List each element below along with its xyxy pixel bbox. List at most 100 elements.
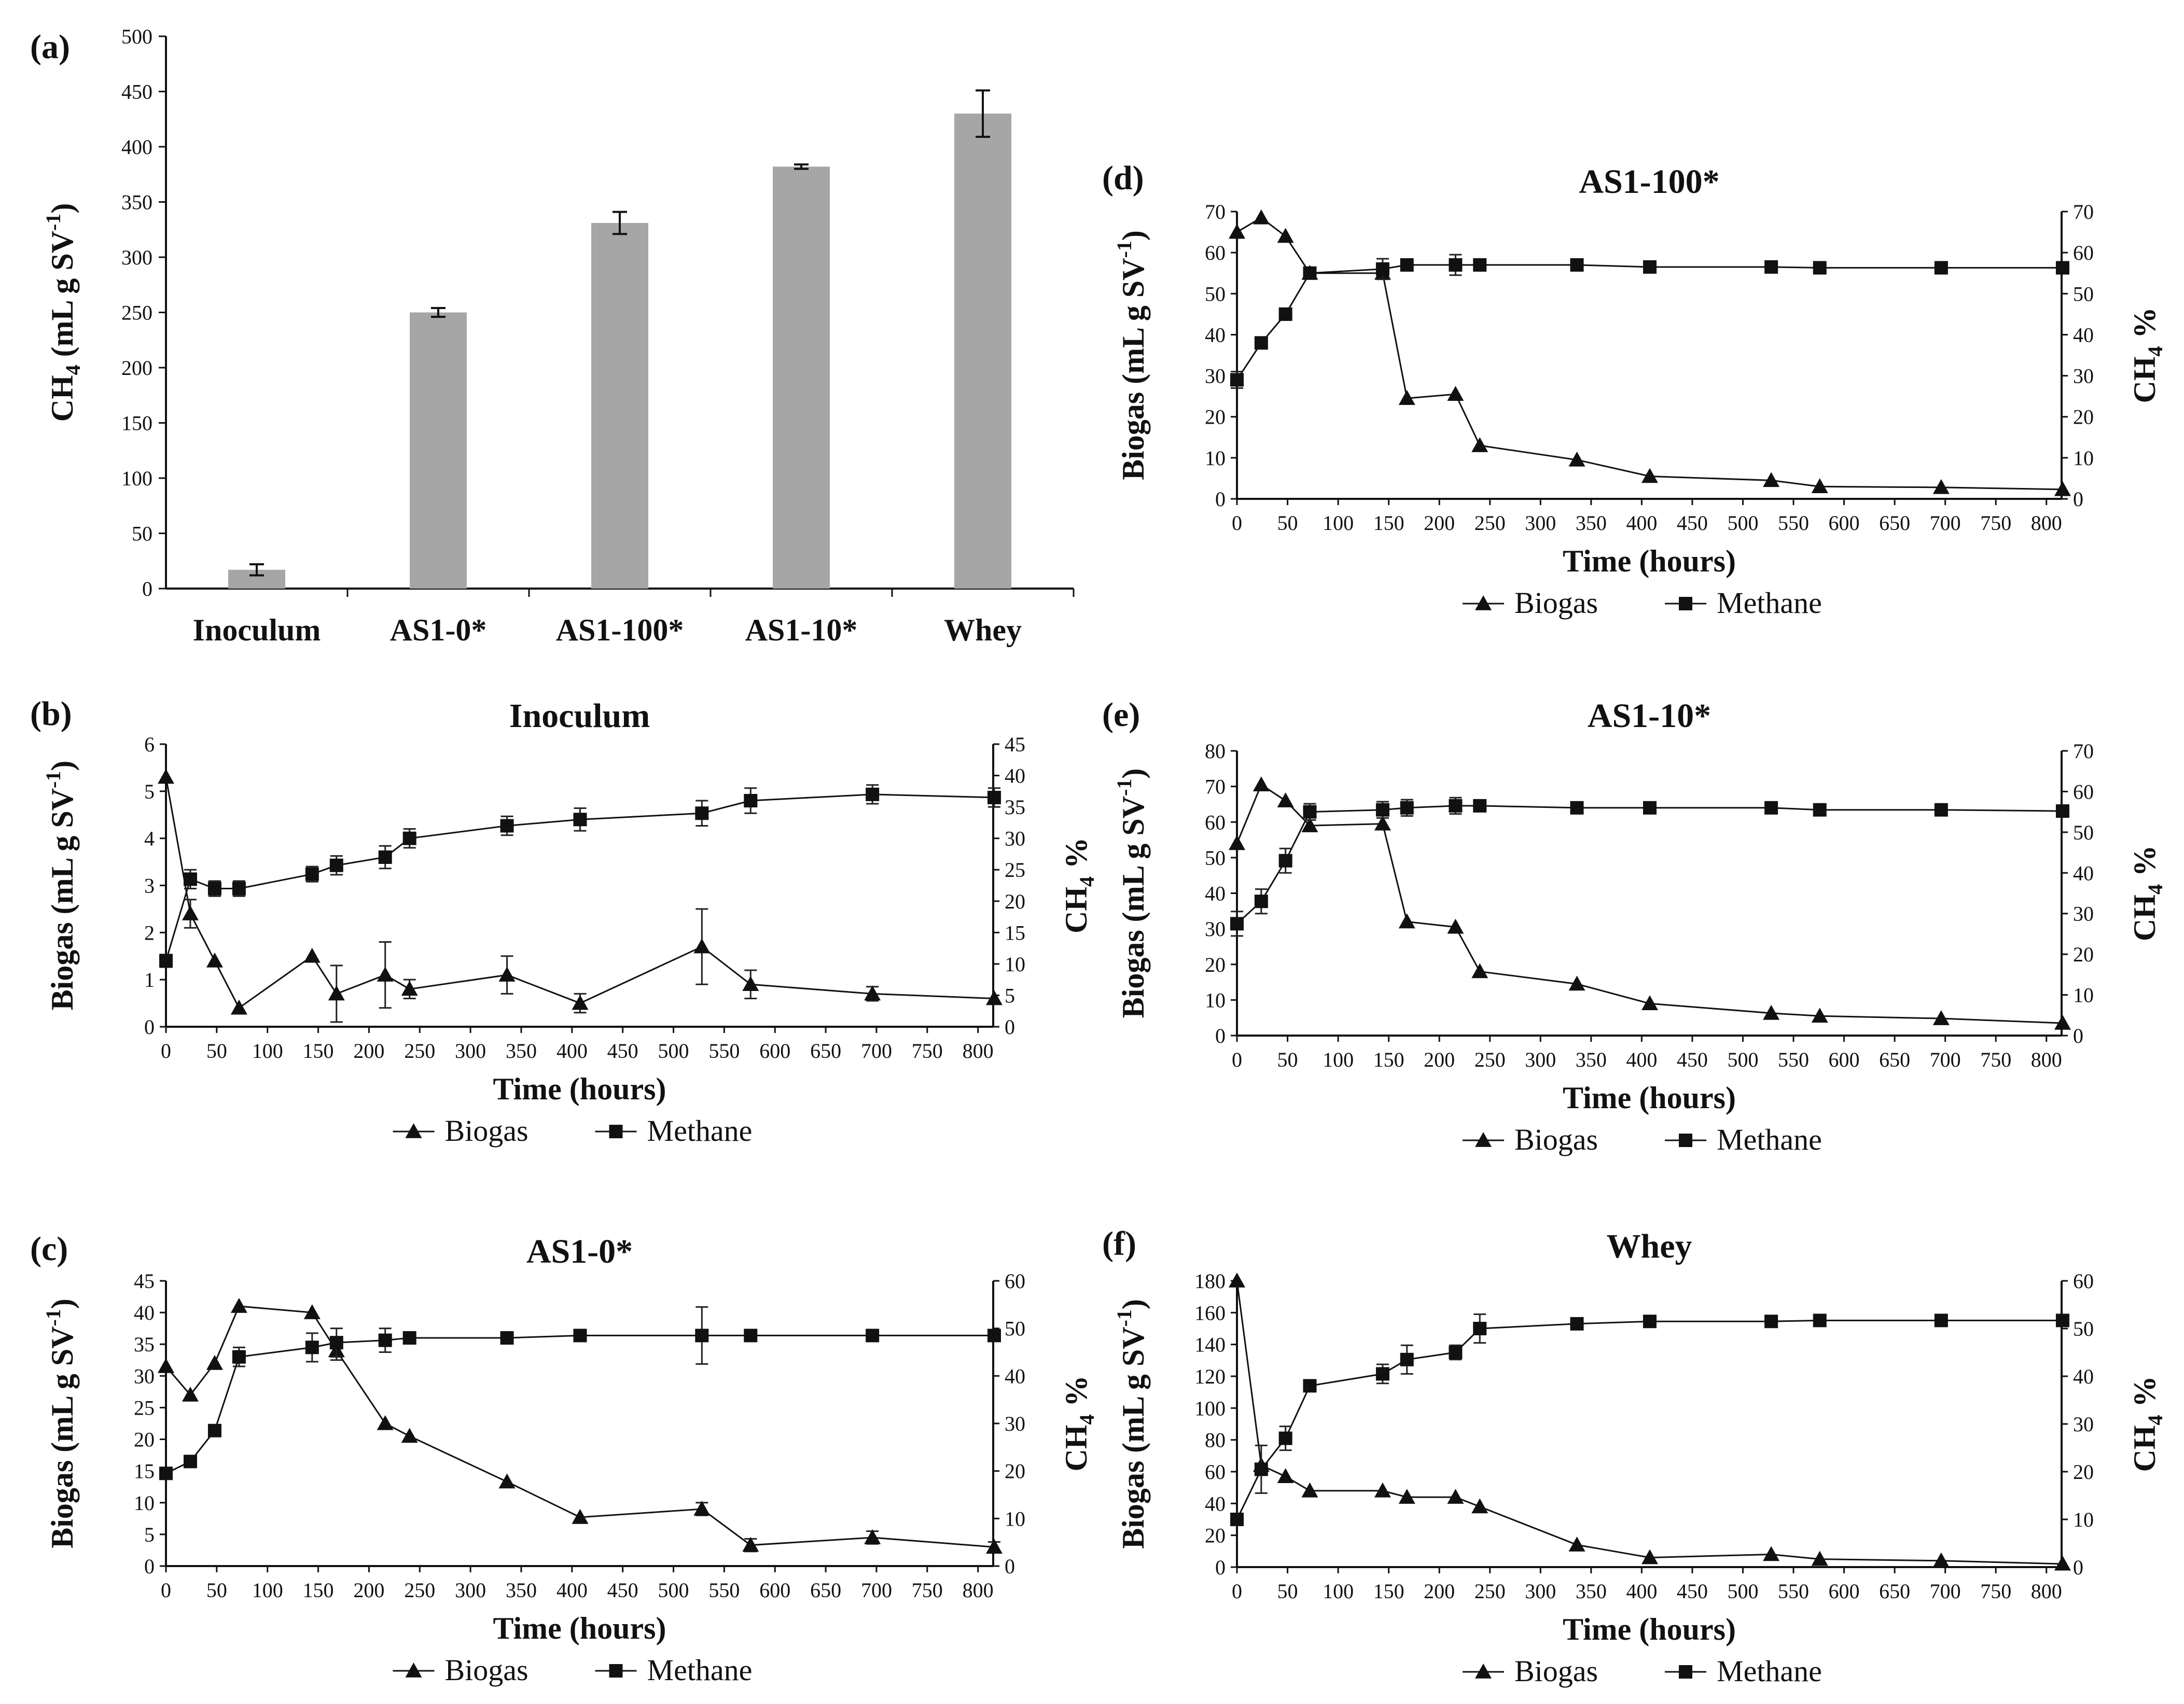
methane-point <box>1643 1315 1657 1328</box>
methane-point <box>1279 1432 1292 1445</box>
biogas-point <box>1471 963 1488 978</box>
methane-point <box>1764 260 1778 274</box>
legend-label: Methane <box>1717 1654 1822 1688</box>
y-tick-label: 100 <box>121 467 152 490</box>
x-tick-label: 200 <box>353 1579 384 1602</box>
x-tick-label: 400 <box>1626 1580 1657 1603</box>
x-tick-label: 200 <box>353 1039 384 1063</box>
methane-point <box>987 1329 1001 1342</box>
x-tick-label: 550 <box>1778 1048 1809 1071</box>
methane-point <box>1643 260 1657 274</box>
y2-tick-label: 30 <box>2073 365 2094 388</box>
methane-point <box>573 813 587 826</box>
biogas-point <box>1301 1483 1318 1498</box>
x-tick-label: 650 <box>810 1039 841 1063</box>
category-label: Inoculum <box>193 613 321 647</box>
series-methane <box>1230 255 2069 388</box>
x-tick-label: 400 <box>557 1039 588 1063</box>
legend-label: Methane <box>647 1653 753 1687</box>
y-axis-label-part: ) <box>1116 769 1150 779</box>
x-tick-label: 150 <box>1373 1048 1404 1071</box>
x-tick-label: 300 <box>455 1579 486 1602</box>
methane-point <box>744 794 757 807</box>
x-tick-label: 0 <box>161 1039 171 1063</box>
panel-letter: (a) <box>30 28 70 66</box>
y2-tick-label: 15 <box>1005 921 1025 944</box>
y-axis-label: CH4 (mL g SV-1) <box>41 203 85 422</box>
biogas-point <box>1229 224 1245 239</box>
biogas-point <box>742 976 759 991</box>
biogas-point <box>377 967 394 982</box>
y-tick-label: 3 <box>144 874 155 898</box>
y-axis-label-part: ) <box>45 1298 79 1309</box>
category-label: AS1-10* <box>745 613 858 647</box>
biogas-point <box>231 1298 247 1313</box>
methane-point <box>1449 1346 1462 1359</box>
y-axis-label-part: ) <box>1116 1299 1150 1309</box>
methane-point <box>1473 258 1486 272</box>
x-tick-label: 500 <box>1727 1048 1758 1071</box>
x-tick-label: 600 <box>759 1579 790 1602</box>
y-axis-label: Biogas (mL g SV-1) <box>1112 769 1150 1018</box>
x-tick-label: 250 <box>1474 1580 1506 1603</box>
x-tick-label: 500 <box>658 1579 689 1602</box>
x-tick-label: 700 <box>861 1579 892 1602</box>
x-tick-label: 750 <box>912 1579 943 1602</box>
legend-label: Biogas <box>1514 586 1598 620</box>
methane-point <box>305 868 319 881</box>
y-tick-label: 20 <box>1205 406 1226 429</box>
biogas-point <box>401 1428 418 1443</box>
y2-axis-label-part: CH <box>2127 895 2162 941</box>
y-tick-label: 0 <box>1215 1556 1226 1579</box>
y-axis-label-part: Biogas (mL g SV <box>45 788 79 1010</box>
methane-point <box>1279 308 1292 321</box>
biogas-point <box>1277 228 1294 243</box>
methane-point <box>1230 1513 1244 1526</box>
y-axis-label: Biogas (mL g SV-1) <box>1112 1299 1150 1549</box>
panel-letter: (b) <box>30 695 72 733</box>
methane-point <box>744 1329 757 1342</box>
y-tick-label: 10 <box>1205 988 1226 1012</box>
x-tick-label: 400 <box>557 1579 588 1602</box>
methane-point <box>1935 1314 1948 1327</box>
methane-point <box>159 954 173 968</box>
y-tick-label: 140 <box>1194 1333 1226 1357</box>
methane-point <box>403 1331 416 1345</box>
legend-triangle-icon <box>1475 1664 1492 1679</box>
y2-tick-label: 0 <box>1005 1555 1015 1578</box>
biogas-point <box>328 985 345 1000</box>
x-axis-label: Time (hours) <box>493 1611 666 1645</box>
methane-point <box>573 1329 587 1342</box>
y-tick-label: 20 <box>134 1428 155 1451</box>
biogas-point <box>1447 386 1464 401</box>
x-tick-label: 350 <box>1576 1048 1607 1071</box>
legend-label: Biogas <box>445 1653 528 1687</box>
x-tick-label: 500 <box>658 1039 689 1063</box>
y2-tick-label: 10 <box>2073 984 2094 1007</box>
figure: (a)050100150200250300350400450500CH4 (mL… <box>0 0 2184 1704</box>
methane-point <box>232 882 246 896</box>
methane-point <box>500 1331 514 1345</box>
y2-tick-label: 70 <box>2073 200 2094 224</box>
panel-title: Whey <box>1607 1227 1692 1265</box>
x-tick-label: 550 <box>1778 511 1809 535</box>
x-axis-label: Time (hours) <box>1563 1081 1736 1115</box>
x-tick-label: 450 <box>1677 1048 1708 1071</box>
x-tick-label: 250 <box>1474 511 1506 535</box>
y-axis-label: Biogas (mL g SV-1) <box>41 761 79 1011</box>
methane-point <box>1570 801 1584 815</box>
biogas-point <box>1399 913 1415 928</box>
y-tick-label: 70 <box>1205 200 1226 224</box>
y-axis-label-part: ) <box>1116 230 1150 241</box>
y-tick-label: 80 <box>1205 1429 1226 1452</box>
y-tick-label: 50 <box>132 522 152 546</box>
x-tick-label: 50 <box>206 1039 227 1063</box>
y2-axis-label: CH4 % <box>1059 1376 1098 1472</box>
y2-tick-label: 30 <box>2073 902 2094 926</box>
methane-point <box>1303 805 1316 819</box>
x-tick-label: 300 <box>455 1039 486 1063</box>
y-tick-label: 1 <box>144 968 155 991</box>
y-tick-label: 250 <box>121 301 152 325</box>
x-tick-label: 750 <box>1980 1048 2011 1071</box>
y-axis-label-sup: -1 <box>41 214 65 231</box>
